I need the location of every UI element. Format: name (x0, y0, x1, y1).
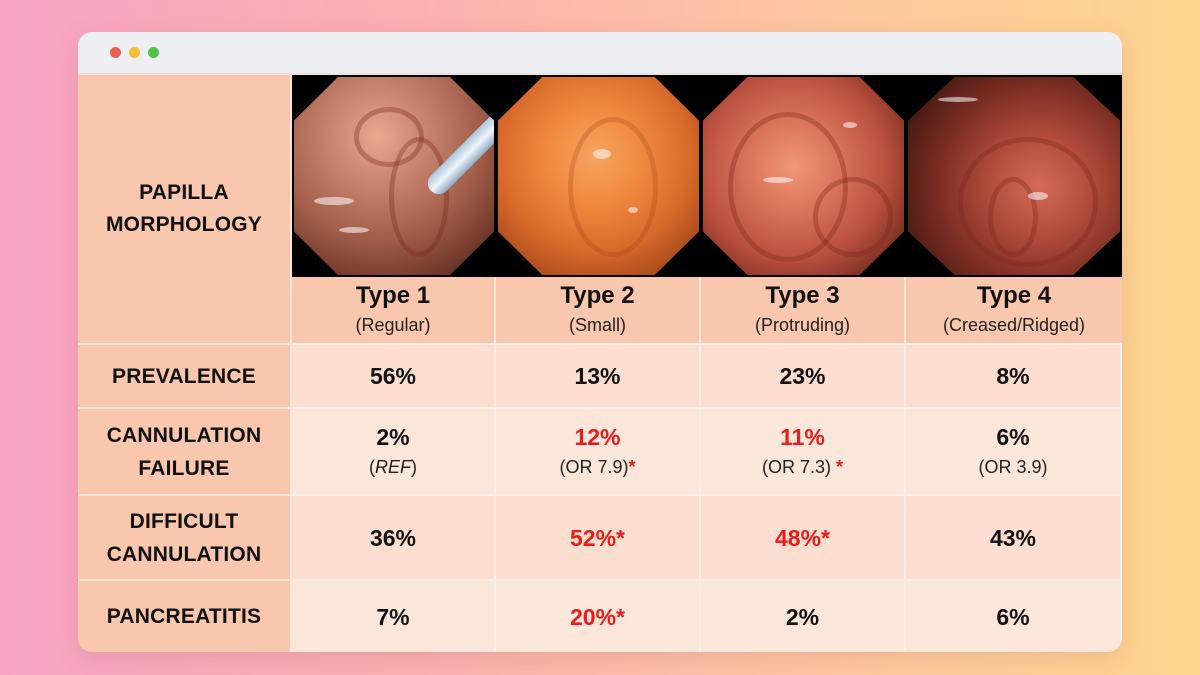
table-cell: 23% (701, 343, 906, 407)
row-label-text: PREVALENCE (112, 364, 256, 388)
type-3-header: Type 3 (Protruding) (701, 277, 906, 343)
table-cell: 48%* (701, 494, 906, 579)
row-label-text: PANCREATITIS (106, 605, 262, 628)
cell-value: 2% (376, 423, 410, 450)
cell-value: 20%* (570, 603, 625, 630)
table-cell: 13% (496, 343, 701, 407)
type-subtitle: (Small) (569, 315, 626, 335)
type-title: Type 3 (765, 282, 840, 309)
type-title: Type 4 (976, 282, 1052, 309)
row-label-cannulation-failure: CANNULATION FAILURE (78, 407, 292, 494)
row-label-prevalence: PREVALENCE (78, 343, 292, 407)
header-label-text: PAPILLA MORPHOLOGY (105, 181, 262, 236)
row-label-text: CANNULATION FAILURE (106, 423, 262, 480)
cell-value: 36% (369, 524, 417, 551)
table-cell: 2% (REF) (292, 407, 496, 494)
table-cell: 7% (292, 579, 496, 652)
papilla-image-type-2 (496, 75, 701, 277)
cell-note: (REF) (369, 456, 417, 477)
type-subtitle: (Regular) (355, 315, 431, 335)
row-label-text: DIFFICULT CANNULATION (106, 509, 262, 566)
cell-value: 6% (996, 603, 1030, 630)
cell-value: 56% (369, 363, 417, 389)
table-cell: 2% (701, 579, 906, 652)
cell-value: 2% (785, 603, 820, 630)
papilla-morphology-label: PAPILLA MORPHOLOGY (78, 75, 292, 343)
significance-star: * (836, 456, 844, 477)
table-cell: 36% (292, 494, 496, 579)
type-title: Type 1 (355, 282, 431, 309)
cell-value: 43% (989, 524, 1037, 551)
row-label-difficult-cannulation: DIFFICULT CANNULATION (78, 494, 292, 579)
type-1-header: Type 1 (Regular) (292, 277, 496, 343)
cell-value: 6% (996, 423, 1030, 450)
cell-value: 12% (574, 423, 621, 450)
papilla-image-type-4 (906, 75, 1122, 277)
papilla-image-type-1 (292, 75, 496, 277)
minimize-dot-icon[interactable] (129, 47, 140, 58)
cell-note: (OR 3.9) (978, 456, 1048, 477)
significance-star: * (628, 456, 636, 477)
cell-value: 7% (376, 603, 410, 630)
cell-value: 13% (574, 363, 621, 389)
table-cell: 20%* (496, 579, 701, 652)
cell-value: 48%* (775, 524, 830, 551)
table-cell: 56% (292, 343, 496, 407)
type-2-header: Type 2 (Small) (496, 277, 701, 343)
cell-value: 23% (779, 363, 826, 389)
row-label-pancreatitis: PANCREATITIS (78, 579, 292, 652)
window-titlebar (78, 32, 1122, 74)
table-cell: 52%* (496, 494, 701, 579)
cell-value: 8% (996, 363, 1030, 389)
table-cell: 6% (OR 3.9) (906, 407, 1122, 494)
browser-window: PAPILLA MORPHOLOGY (78, 32, 1122, 652)
papilla-table: PAPILLA MORPHOLOGY (78, 75, 1122, 652)
table-cell: 6% (906, 579, 1122, 652)
type-subtitle: (Creased/Ridged) (942, 315, 1086, 335)
maximize-dot-icon[interactable] (148, 47, 159, 58)
close-dot-icon[interactable] (110, 47, 121, 58)
cell-value: 11% (780, 423, 825, 450)
cell-note: (OR 7.9)* (559, 456, 636, 477)
cell-note: (OR 7.3) * (761, 456, 844, 477)
table-cell: 12% (OR 7.9)* (496, 407, 701, 494)
table-cell: 11% (OR 7.3) * (701, 407, 906, 494)
type-subtitle: (Protruding) (754, 315, 851, 335)
type-title: Type 2 (560, 282, 635, 309)
cell-value: 52%* (570, 524, 625, 551)
type-4-header: Type 4 (Creased/Ridged) (906, 277, 1122, 343)
papilla-image-type-3 (701, 75, 906, 277)
table-cell: 43% (906, 494, 1122, 579)
table-cell: 8% (906, 343, 1122, 407)
